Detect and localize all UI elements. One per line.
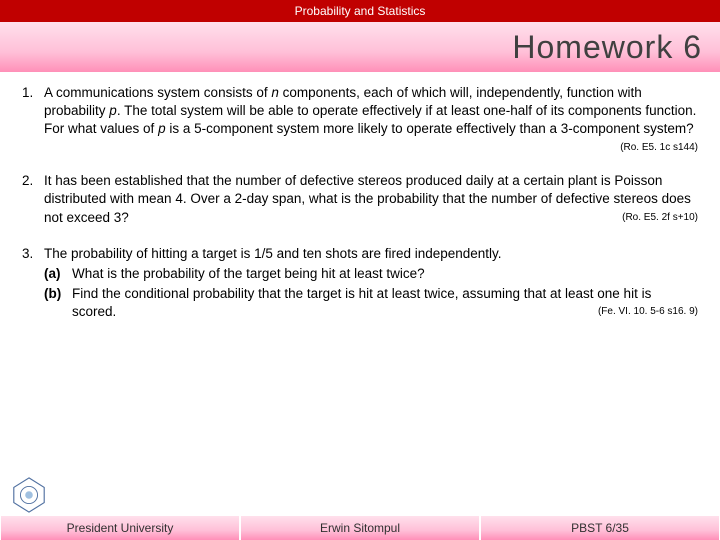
text: A communications system consists of [44, 85, 271, 100]
footer: President University Erwin Sitompul PBST… [0, 516, 720, 540]
header-bar: Probability and Statistics [0, 0, 720, 22]
course-title: Probability and Statistics [295, 4, 426, 18]
problem-body: It has been established that the number … [44, 172, 698, 227]
problem-2: 2. It has been established that the numb… [22, 172, 698, 227]
content-area: 1. A communications system consists of n… [0, 72, 720, 322]
problem-number: 2. [22, 172, 44, 227]
problem-1: 1. A communications system consists of n… [22, 84, 698, 154]
footer-center: Erwin Sitompul [241, 516, 479, 540]
text: The probability of hitting a target is 1… [44, 245, 698, 263]
page-title: Homework 6 [512, 29, 702, 66]
footer-left: President University [1, 516, 239, 540]
italic-p: p [109, 103, 117, 118]
problem-3: 3. The probability of hitting a target i… [22, 245, 698, 322]
sub-label: (a) [44, 265, 72, 283]
text: is a 5-component system more likely to o… [166, 121, 694, 136]
problem-body: A communications system consists of n co… [44, 84, 698, 154]
sub-text: Find the conditional probability that th… [72, 285, 698, 321]
reference: (Ro. E5. 1c s144) [620, 141, 698, 155]
reference: (Fe. VI. 10. 5-6 s16. 9) [598, 305, 698, 319]
problem-body: The probability of hitting a target is 1… [44, 245, 698, 322]
text: Find the conditional probability that th… [72, 286, 651, 319]
subproblem-a: (a) What is the probability of the targe… [44, 265, 698, 283]
university-logo [10, 476, 48, 514]
italic-n: n [271, 85, 279, 100]
italic-p: p [158, 121, 166, 136]
sub-text: What is the probability of the target be… [72, 265, 698, 283]
sub-label: (b) [44, 285, 72, 321]
problem-number: 3. [22, 245, 44, 322]
footer-right: PBST 6/35 [481, 516, 719, 540]
text: It has been established that the number … [44, 173, 691, 224]
reference: (Ro. E5. 2f s+10) [622, 211, 698, 225]
subproblem-b: (b) Find the conditional probability tha… [44, 285, 698, 321]
subheader: Homework 6 [0, 22, 720, 72]
problem-number: 1. [22, 84, 44, 154]
